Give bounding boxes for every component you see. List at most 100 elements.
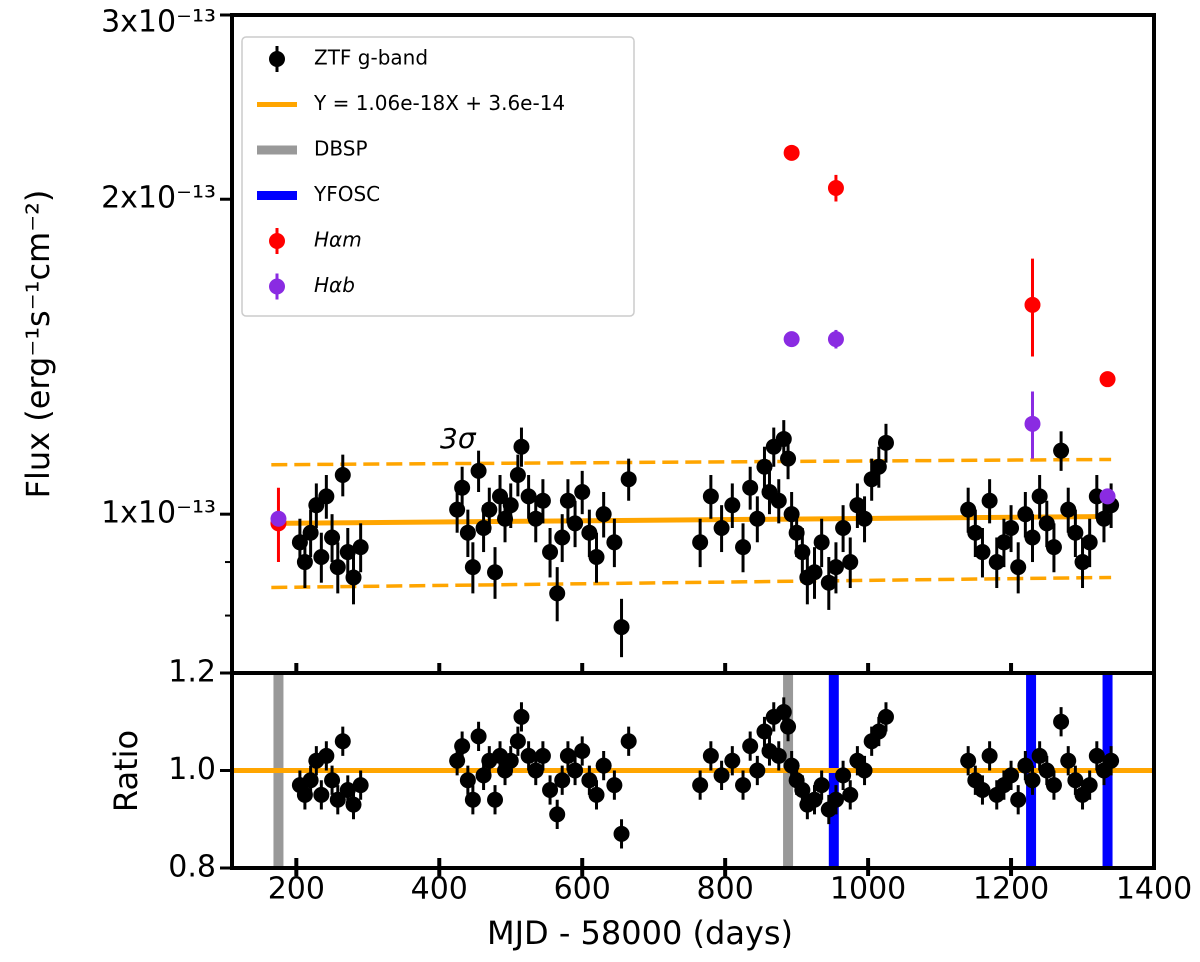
data-point — [554, 529, 571, 546]
legend: ZTF g-band Y = 1.06e-18X + 3.6e-14 DBSP YFO… — [241, 36, 635, 317]
data-point — [749, 510, 766, 527]
data-point — [856, 510, 873, 527]
data-point — [1067, 524, 1084, 541]
data-point — [863, 471, 880, 488]
data-point — [527, 510, 544, 527]
data-point — [487, 564, 504, 581]
sigma-line — [271, 575, 1112, 590]
y-tick-label: 1x10⁻¹³ — [101, 496, 216, 531]
data-point — [1060, 501, 1077, 518]
data-point — [313, 786, 330, 803]
legend-box — [241, 36, 635, 317]
data-point — [345, 569, 362, 586]
data-point — [702, 488, 719, 505]
data-point — [542, 544, 559, 561]
data-point — [835, 520, 852, 537]
data-point — [1031, 747, 1048, 764]
data-point — [988, 554, 1005, 571]
data-point — [1010, 791, 1027, 808]
data-point — [595, 506, 612, 523]
x-tick-label: 1000 — [830, 872, 906, 907]
data-point — [756, 723, 773, 740]
data-point — [749, 762, 766, 779]
y-axis-label: Flux (erg⁻¹s⁻¹cm⁻²) — [19, 190, 57, 499]
legend-label: ZTF g-band — [314, 46, 428, 70]
x-tick-label: 600 — [554, 872, 611, 907]
data-point — [318, 747, 335, 764]
data-point — [345, 796, 362, 813]
data-point — [549, 585, 566, 602]
data-point — [534, 747, 551, 764]
data-point — [1031, 488, 1048, 505]
data-point — [581, 772, 598, 789]
data-point — [842, 786, 859, 803]
ratio-axis-label: Ratio — [107, 730, 145, 812]
data-point — [581, 524, 598, 541]
data-point — [613, 825, 630, 842]
data-point — [877, 708, 894, 725]
data-point — [981, 747, 998, 764]
data-point — [702, 747, 719, 764]
data-point — [1045, 539, 1062, 556]
data-point — [527, 762, 544, 779]
data-point — [981, 492, 998, 509]
legend-label: Hαb — [314, 273, 355, 297]
data-point — [1099, 488, 1116, 505]
data-point — [302, 524, 319, 541]
data-point — [620, 471, 637, 488]
sigma-line — [271, 457, 1112, 467]
x-tick-label: 1200 — [973, 872, 1049, 907]
data-point — [475, 767, 492, 784]
data-point — [339, 782, 356, 798]
data-point — [1045, 777, 1062, 794]
y-tick-label: 2x10⁻¹³ — [101, 181, 216, 216]
data-point — [329, 559, 346, 576]
y-tick-label: 1.0 — [168, 752, 216, 787]
data-point — [870, 458, 887, 475]
data-point — [1074, 554, 1091, 571]
data-point — [296, 786, 313, 803]
data-point — [842, 554, 859, 571]
data-point — [877, 434, 894, 451]
data-point — [574, 484, 591, 501]
data-point — [509, 467, 526, 484]
data-point — [783, 331, 800, 348]
x-tick-label: 400 — [411, 872, 468, 907]
data-point — [742, 479, 759, 496]
data-point — [724, 752, 741, 769]
data-point — [995, 534, 1012, 551]
legend-label: Hαm — [314, 228, 362, 252]
data-point — [735, 777, 752, 794]
data-point — [502, 752, 519, 769]
data-point — [352, 777, 369, 794]
data-point — [487, 791, 504, 808]
data-point — [513, 708, 530, 725]
data-point — [329, 791, 346, 808]
data-point — [1038, 515, 1055, 532]
data-point — [1081, 777, 1098, 794]
data-point — [835, 767, 852, 784]
data-point — [770, 747, 787, 764]
data-point — [1017, 757, 1034, 774]
data-point — [806, 564, 823, 581]
data-point — [1081, 534, 1098, 551]
data-point — [324, 529, 341, 546]
legend-marker — [269, 278, 285, 295]
data-point — [481, 501, 498, 518]
data-point — [1095, 510, 1112, 527]
data-point — [856, 762, 873, 779]
data-point — [813, 777, 830, 794]
data-point — [606, 534, 623, 551]
data-point — [1103, 752, 1120, 769]
data-point — [588, 549, 605, 566]
data-point — [813, 534, 830, 551]
data-point — [735, 539, 752, 556]
data-point — [1024, 415, 1041, 432]
data-point — [1053, 713, 1070, 730]
data-point — [692, 534, 709, 551]
data-point — [464, 559, 481, 576]
data-point — [827, 331, 844, 348]
data-point — [780, 718, 797, 735]
x-tick-label: 200 — [268, 872, 325, 907]
